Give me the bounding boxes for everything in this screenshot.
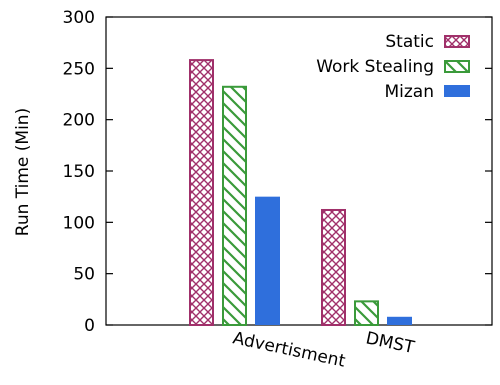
legend-label: Static: [385, 32, 434, 52]
x-tick-label: DMST: [364, 328, 417, 358]
y-tick-label: 50: [73, 265, 95, 285]
legend-swatch: [444, 85, 470, 97]
bar-static-advertisment: [189, 59, 214, 327]
bar-work-stealing-advertisment: [222, 85, 247, 326]
y-axis-label: Run Time (Min): [13, 108, 33, 236]
legend-label: Mizan: [384, 82, 434, 102]
bars: [189, 59, 412, 327]
y-axis: 0 50 100 150 200 250 300: [63, 8, 492, 336]
y-tick-label: 100: [63, 213, 95, 233]
legend-label: Work Stealing: [316, 57, 434, 77]
x-axis: Advertisment DMST: [231, 328, 417, 371]
y-tick-label: 0: [84, 316, 95, 336]
y-tick-label: 250: [63, 59, 95, 79]
legend-swatch: [444, 60, 470, 73]
y-tick-label: 200: [63, 111, 95, 131]
legend: Static Work Stealing Mizan: [316, 32, 470, 102]
bar-mizan-dmst: [387, 316, 412, 325]
bar-mizan-advertisment: [255, 196, 280, 325]
y-tick-label: 150: [63, 162, 95, 182]
plot-frame: [105, 16, 493, 326]
x-tick-label: Advertisment: [231, 328, 347, 371]
legend-swatch: [444, 35, 470, 48]
bar-work-stealing-dmst: [354, 300, 379, 326]
y-tick-label: 300: [63, 8, 95, 28]
bar-static-dmst: [321, 208, 346, 326]
plot-border: [105, 16, 493, 326]
